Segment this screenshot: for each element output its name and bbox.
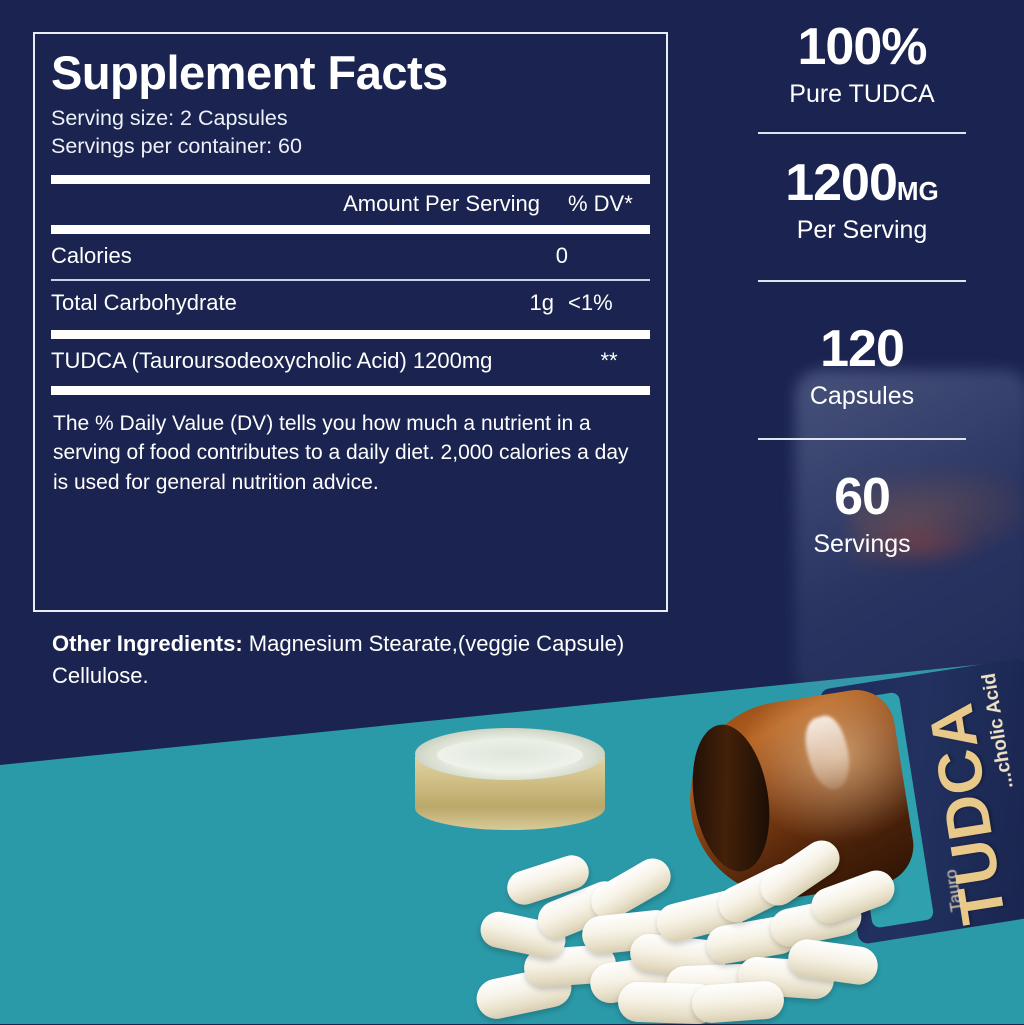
stat-number: 100% <box>797 18 928 76</box>
other-ingredients: Other Ingredients: Magnesium Stearate,(v… <box>52 628 652 692</box>
column-header-amount: Amount Per Serving <box>343 190 540 216</box>
other-ingredients-text: Magnesium Stearate,(veggie Capsule) Cell… <box>52 631 625 688</box>
serving-size: Serving size: 2 Capsules <box>51 105 288 130</box>
row-amount-total-carbohydrate: 1g <box>529 289 554 315</box>
row-dv-total-carbohydrate: <1% <box>568 289 613 315</box>
divider-thin <box>51 278 650 281</box>
divider-thick-under-header <box>51 224 650 234</box>
row-name-total-carbohydrate: Total Carbohydrate <box>51 289 237 315</box>
stat-number: 1200 <box>785 154 898 213</box>
bottle-cap-image <box>415 728 605 848</box>
column-header-dv: % DV* <box>568 190 633 216</box>
stat-number: 120 <box>820 320 905 379</box>
background-bottle-accent <box>860 520 980 566</box>
stats-divider <box>758 132 966 135</box>
other-ingredients-label: Other Ingredients: <box>52 631 243 656</box>
table-row: TUDCA (Tauroursodeoxycholic Acid) 1200mg… <box>51 339 650 384</box>
capsule <box>690 979 786 1025</box>
stat-caption: Capsules <box>809 381 915 410</box>
daily-value-footnote: The % Daily Value (DV) tells you how muc… <box>53 411 629 495</box>
stat-caption: Servings <box>813 529 911 558</box>
table-row: Calories 0 <box>51 234 650 279</box>
divider-thick-top <box>51 174 650 184</box>
stat-servings: 60 Servings <box>700 470 1024 560</box>
divider-thick-mid <box>51 329 650 339</box>
stat-unit: MG <box>896 176 939 207</box>
row-amount-calories: 0 <box>555 242 568 268</box>
stat-number: 60 <box>834 468 891 527</box>
panel-title: Supplement Facts <box>51 46 448 99</box>
row-name-calories: Calories <box>51 242 132 268</box>
spilled-capsules <box>470 833 900 1025</box>
stats-divider <box>758 280 966 283</box>
stats-column: 100% Pure TUDCA 1200MG Per Serving 120 C… <box>700 20 1024 560</box>
cap-inner <box>437 739 583 771</box>
stats-divider <box>758 438 966 441</box>
row-name-tudca: TUDCA (Tauroursodeoxycholic Acid) 1200mg <box>51 347 493 373</box>
stat-pure-tudca: 100% Pure TUDCA <box>700 20 1024 110</box>
row-dv-tudca: ** <box>600 347 618 373</box>
stat-caption: Per Serving <box>796 215 928 244</box>
table-row: Total Carbohydrate 1g <1% <box>51 281 650 326</box>
stat-capsules: 120 Capsules <box>700 322 1024 412</box>
servings-per-container: Servings per container: 60 <box>51 134 302 159</box>
stat-value: 60 <box>700 470 1024 525</box>
stat-caption: Pure TUDCA <box>789 79 935 108</box>
stat-value: 1200MG <box>700 156 1024 211</box>
divider-thick-bottom <box>51 385 650 395</box>
background-bottle-silhouette <box>795 370 1024 700</box>
stat-value: 120 <box>700 322 1024 377</box>
supplement-facts-panel: Supplement Facts Serving size: 2 Capsule… <box>33 32 668 612</box>
stat-per-serving: 1200MG Per Serving <box>700 156 1024 246</box>
stat-value: 100% <box>700 20 1024 75</box>
table-header-row: Amount Per Serving % DV* <box>51 184 650 225</box>
